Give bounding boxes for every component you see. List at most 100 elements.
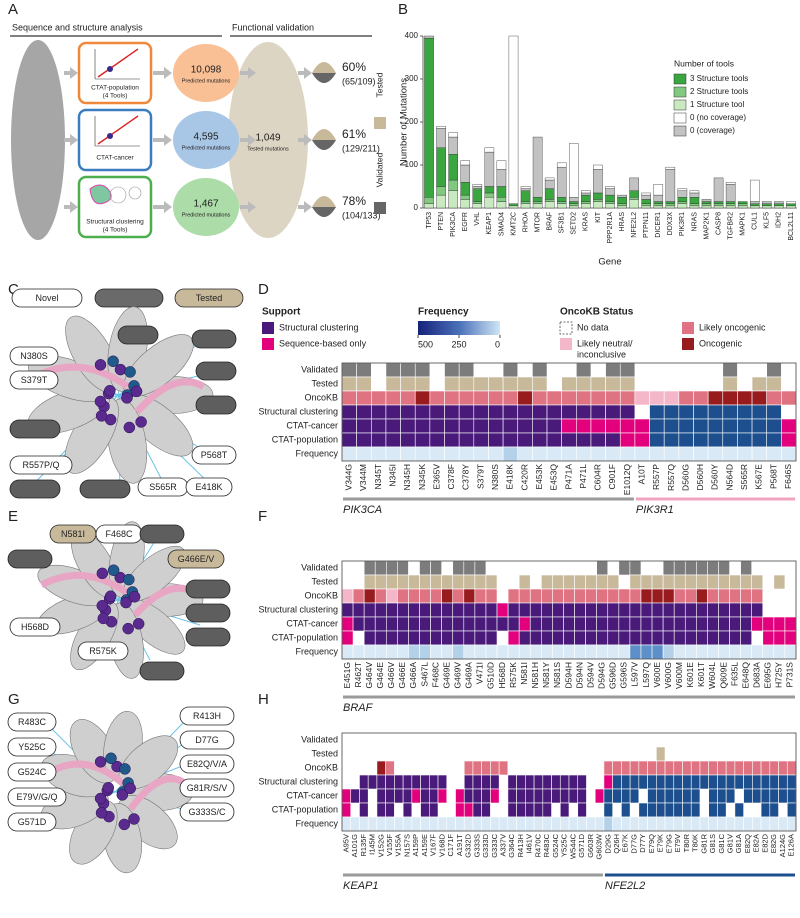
heatmap-cell (717, 802, 727, 818)
heatmap-cell (773, 644, 786, 660)
heatmap-cell (605, 446, 621, 462)
heatmap-cell (455, 802, 465, 818)
mutation-text: E82Q/V/A (187, 759, 227, 769)
heatmap-cell (696, 616, 708, 632)
column-label: A10T (636, 464, 646, 484)
heatmap-cell (563, 588, 575, 604)
heatmap-cell (590, 390, 606, 406)
heatmap-cell (485, 588, 498, 604)
heatmap-cell (638, 760, 648, 776)
column-label: G466E (397, 662, 407, 689)
heatmap-frame (341, 560, 797, 660)
heatmap-cell (414, 446, 431, 462)
heatmap-cell (673, 774, 683, 790)
heatmap-cell (414, 390, 431, 406)
heatmap-cell (481, 816, 491, 832)
heatmap-cell (350, 788, 360, 804)
residue-sphere (107, 564, 120, 576)
heatmap-cell (385, 390, 401, 406)
arrow-head (164, 201, 172, 213)
residue-sphere (96, 599, 109, 612)
blank-label (9, 419, 61, 439)
heatmap-cell (725, 816, 736, 832)
heatmap-cell (441, 616, 454, 632)
method-tools: (4 Tools) (103, 93, 128, 100)
column-label: A95V (341, 834, 350, 852)
heatmap-cell (621, 802, 631, 818)
heatmap-cell (463, 644, 476, 660)
mini-dot (128, 186, 142, 200)
mutation-label (185, 477, 233, 497)
bar-segment (774, 205, 784, 209)
heatmap-cell (682, 802, 692, 818)
heatmap-cell (766, 446, 782, 462)
heatmap-cell (402, 816, 413, 832)
heatmap-cell (664, 802, 675, 818)
bar-segment (786, 203, 796, 207)
heatmap-cell (663, 432, 680, 448)
heatmap-cell (563, 574, 575, 590)
heatmap-cell (684, 644, 697, 660)
heatmap-cell (568, 788, 579, 804)
mini-curve (97, 115, 139, 145)
residue-sphere (107, 355, 119, 368)
heatmap-cell (577, 802, 587, 818)
heatmap-cell (760, 788, 771, 804)
x-tick-label: KLF5 (764, 212, 771, 229)
protein-helix (39, 571, 129, 596)
heatmap-cell (419, 602, 431, 618)
bar-segment (424, 203, 434, 209)
heatmap-cell (429, 432, 445, 448)
blank-label (139, 661, 185, 681)
heatmap-cell (751, 574, 764, 590)
heatmap-cell (574, 630, 586, 646)
bar-segment (556, 203, 567, 209)
heatmap-cell (352, 588, 365, 604)
heatmap-cell (612, 774, 622, 790)
x-tick-label: NFE2L2 (631, 212, 638, 238)
validation-fraction: (129/211) (342, 143, 380, 153)
heatmap-cell (751, 404, 768, 420)
heatmap-cell (458, 432, 475, 448)
mutation-text: G81R/S/V (187, 783, 228, 793)
residue-sphere (94, 792, 107, 805)
heatmap-cell (359, 788, 369, 804)
bar-segment (472, 188, 483, 202)
heatmap-cell (498, 816, 509, 832)
bar-segment (448, 136, 458, 155)
heatmap-cell (532, 404, 548, 420)
mutation-label (9, 617, 61, 637)
bar-segment (581, 201, 591, 204)
heatmap-cell (729, 602, 741, 618)
legend-label: 0 (coverage) (690, 126, 735, 135)
column-label: E82Q (743, 834, 752, 853)
heatmap-cell (734, 816, 744, 832)
heatmap-cell (629, 760, 640, 776)
column-label: N581S (552, 662, 562, 688)
row-label: CTAT-cancer (286, 618, 338, 628)
blank-label (7, 549, 53, 569)
legend-title: Support (262, 307, 301, 318)
validation-fraction: (65/109) (342, 76, 376, 86)
heatmap-cell (496, 602, 509, 618)
heatmap-cell (546, 432, 562, 448)
bar-segment (629, 177, 639, 191)
blank-label (79, 479, 131, 499)
heatmap-cell (740, 574, 753, 590)
mutation-label (179, 754, 235, 774)
bar-segment (532, 197, 543, 202)
heatmap-cell (458, 418, 475, 434)
column-label: V168D (437, 833, 446, 857)
column-label: Q609E (718, 662, 728, 689)
heatmap-cell (370, 418, 387, 434)
heatmap-cell (585, 644, 597, 660)
heatmap-cell (541, 602, 553, 618)
legend-swatch (673, 99, 687, 111)
mutation-text: N581I (61, 529, 85, 539)
bar-segment (689, 205, 700, 209)
bar-segment (544, 177, 555, 181)
heatmap-cell (673, 616, 686, 632)
heatmap-cell (414, 418, 431, 434)
heatmap-cell (673, 644, 686, 660)
legend-label: 2 Structure tools (690, 87, 748, 96)
